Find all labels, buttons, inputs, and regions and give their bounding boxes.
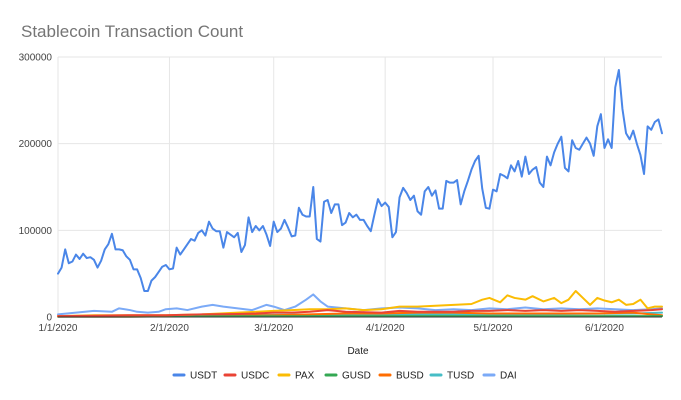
legend-label-usdt: USDT	[190, 371, 217, 382]
legend-label-dai: DAI	[500, 371, 517, 382]
legend-label-pax: PAX	[295, 371, 315, 382]
series-line-pax	[57, 290, 663, 318]
y-tick-label: 200000	[19, 139, 53, 150]
x-tick-label: 5/1/2020	[474, 323, 513, 334]
x-tick-label: 4/1/2020	[366, 323, 405, 334]
legend: USDT USDC PAX GUSD BUSD TUSD DAI	[172, 371, 517, 382]
series-line-dai	[57, 293, 663, 316]
x-axis-label: Date	[347, 346, 369, 357]
x-tick-label: 2/1/2020	[150, 323, 189, 334]
legend-label-gusd: GUSD	[342, 371, 371, 382]
series-line-usdt	[57, 69, 663, 292]
x-tick-label: 1/1/2020	[39, 323, 78, 334]
series-lines	[57, 69, 663, 318]
x-tick-label: 6/1/2020	[585, 323, 624, 334]
y-tick-label: 100000	[19, 226, 53, 237]
legend-label-usdc: USDC	[241, 371, 269, 382]
gridlines	[57, 56, 662, 317]
series-line-usdc	[57, 308, 663, 318]
axes: 0 100000 200000 300000 1/1/2020 2/1/2020 3/1/2…	[19, 53, 662, 334]
x-tick-label: 3/1/2020	[254, 323, 293, 334]
y-tick-label: 0	[46, 313, 52, 324]
legend-label-busd: BUSD	[396, 371, 424, 382]
legend-label-tusd: TUSD	[447, 371, 474, 382]
chart-title: Stablecoin Transaction Count	[21, 22, 243, 41]
y-tick-label: 300000	[19, 53, 53, 64]
